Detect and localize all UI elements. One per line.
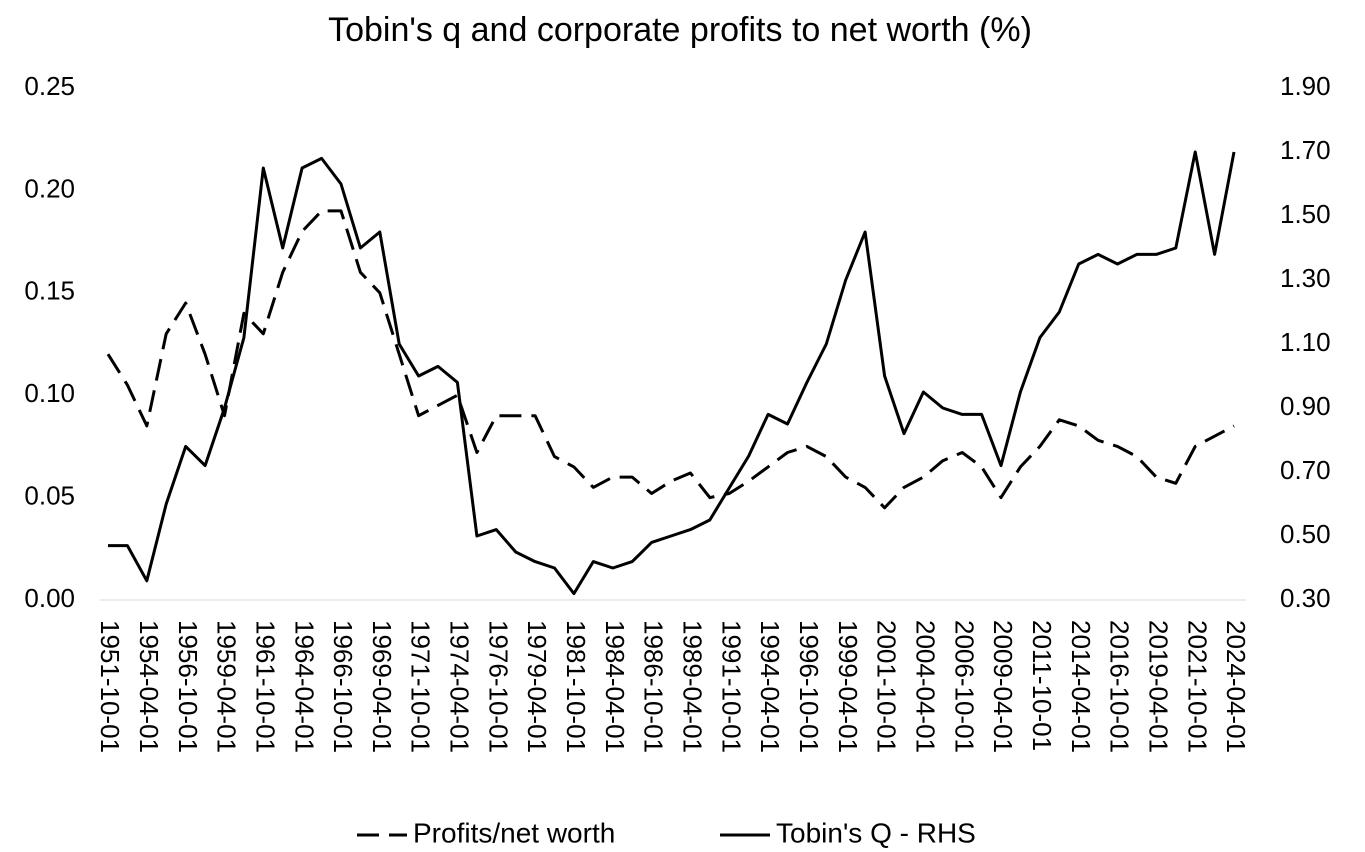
legend-label: Profits/net worth bbox=[413, 817, 615, 848]
x-tick-label: 1971-10-01 bbox=[406, 620, 436, 753]
y-tick-label: 0.10 bbox=[24, 378, 75, 408]
y2-tick-label: 0.30 bbox=[1280, 583, 1331, 613]
x-tick-label: 1976-10-01 bbox=[483, 620, 513, 753]
y2-tick-label: 0.50 bbox=[1280, 519, 1331, 549]
x-tick-label: 2014-04-01 bbox=[1066, 620, 1096, 753]
x-tick-label: 1959-04-01 bbox=[212, 620, 242, 753]
y-tick-label: 0.05 bbox=[24, 480, 75, 510]
x-tick-label: 1956-10-01 bbox=[173, 620, 203, 753]
x-tick-label: 1981-10-01 bbox=[561, 620, 591, 753]
y2-tick-label: 1.50 bbox=[1280, 199, 1331, 229]
x-tick-label: 2019-04-01 bbox=[1143, 620, 1173, 753]
y-tick-label: 0.25 bbox=[24, 71, 75, 101]
x-tick-label: 2016-10-01 bbox=[1105, 620, 1135, 753]
chart-title: Tobin's q and corporate profits to net w… bbox=[328, 11, 1032, 49]
x-tick-label: 1979-04-01 bbox=[522, 620, 552, 753]
x-tick-label: 1961-10-01 bbox=[250, 620, 280, 753]
x-tick-label: 1991-10-01 bbox=[716, 620, 746, 753]
y2-tick-label: 1.10 bbox=[1280, 327, 1331, 357]
x-tick-label: 1999-04-01 bbox=[833, 620, 863, 753]
x-tick-label: 2001-10-01 bbox=[872, 620, 902, 753]
x-tick-label: 2009-04-01 bbox=[988, 620, 1018, 753]
x-tick-label: 1974-04-01 bbox=[445, 620, 475, 753]
y2-tick-label: 1.30 bbox=[1280, 263, 1331, 293]
x-tick-label: 1964-04-01 bbox=[289, 620, 319, 753]
y2-tick-label: 0.70 bbox=[1280, 455, 1331, 485]
x-tick-label: 2021-10-01 bbox=[1182, 620, 1212, 753]
legend-label: Tobin's Q - RHS bbox=[776, 817, 976, 848]
x-tick-label: 1986-10-01 bbox=[639, 620, 669, 753]
x-tick-label: 2004-04-01 bbox=[911, 620, 941, 753]
y2-tick-label: 1.70 bbox=[1280, 135, 1331, 165]
x-tick-label: 2011-10-01 bbox=[1027, 620, 1057, 751]
x-tick-label: 1994-04-01 bbox=[755, 620, 785, 753]
y2-tick-label: 1.90 bbox=[1280, 71, 1331, 101]
x-tick-label: 1984-04-01 bbox=[600, 620, 630, 753]
x-tick-label: 1989-04-01 bbox=[678, 620, 708, 753]
series-line bbox=[108, 150, 1236, 596]
y-tick-label: 0.20 bbox=[24, 173, 75, 203]
x-tick-label: 1951-10-01 bbox=[95, 620, 125, 753]
x-tick-label: 1954-04-01 bbox=[134, 620, 164, 753]
x-tick-label: 2024-04-01 bbox=[1221, 620, 1251, 753]
y2-tick-label: 0.90 bbox=[1280, 391, 1331, 421]
x-tick-label: 1966-10-01 bbox=[328, 620, 358, 753]
x-tick-label: 1969-04-01 bbox=[367, 620, 397, 753]
x-tick-label: 1996-10-01 bbox=[794, 620, 824, 753]
y-tick-label: 0.15 bbox=[24, 276, 75, 306]
x-tick-label: 2006-10-01 bbox=[949, 620, 979, 753]
series-line bbox=[106, 209, 1235, 510]
y-tick-label: 0.00 bbox=[24, 583, 75, 613]
